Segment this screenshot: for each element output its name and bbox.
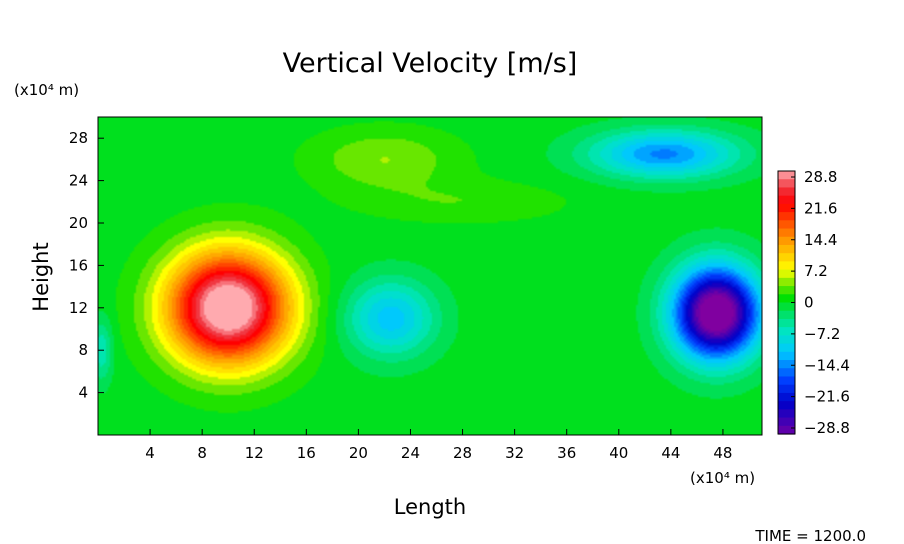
colorbar-band xyxy=(778,212,795,221)
colorbar-band xyxy=(778,327,795,336)
x-tick-label: 4 xyxy=(145,444,155,462)
colorbar-label: −28.8 xyxy=(804,419,850,437)
colorbar-band xyxy=(778,376,795,386)
colorbar-band xyxy=(778,351,795,361)
colorbar-label: −7.2 xyxy=(804,325,840,343)
x-tick-label: 40 xyxy=(609,444,628,462)
colorbar-band xyxy=(778,343,795,353)
colorbar-band xyxy=(778,236,795,246)
colorbar-band xyxy=(778,425,795,435)
colorbar-band xyxy=(778,409,795,419)
y-tick-label: 20 xyxy=(69,214,88,232)
colorbar-band xyxy=(778,171,795,180)
y-ticks: 4 8 12 16 20 24 28 xyxy=(69,129,104,402)
colorbar-band xyxy=(778,253,795,263)
colorbar-band xyxy=(778,417,795,427)
x-axis-label: Length xyxy=(394,495,466,519)
colorbar-label: 21.6 xyxy=(804,199,837,217)
colorbar-band xyxy=(778,335,795,345)
time-footer: TIME = 1200.0 xyxy=(754,527,866,544)
y-tick-label: 8 xyxy=(78,341,88,359)
x-tick-label: 24 xyxy=(401,444,420,462)
colorbar-band xyxy=(778,401,795,410)
colorbar-label: −14.4 xyxy=(804,356,850,374)
x-tick-label: 48 xyxy=(713,444,732,462)
x-tick-label: 32 xyxy=(505,444,524,462)
y-tick-label: 24 xyxy=(69,172,88,190)
colorbar-band xyxy=(778,228,795,238)
colorbar-band xyxy=(778,392,795,402)
y-tick-label: 4 xyxy=(78,384,88,402)
x-tick-label: 20 xyxy=(349,444,368,462)
colorbar-band xyxy=(778,360,795,369)
colorbar-band xyxy=(778,384,795,394)
colorbar-label: 0 xyxy=(804,294,814,312)
x-unit-label: (x10⁴ m) xyxy=(690,469,755,487)
x-tick-label: 12 xyxy=(245,444,264,462)
colorbar-band xyxy=(778,261,795,271)
colorbar-band xyxy=(778,269,795,279)
colorbar: 28.8 21.6 14.4 7.2 0 −7.2 −14.4 −21.6 −28.8 xyxy=(777,168,850,437)
colorbar-band xyxy=(778,302,795,312)
x-tick-label: 44 xyxy=(661,444,680,462)
colorbar-band xyxy=(778,220,795,230)
y-tick-label: 12 xyxy=(69,299,88,317)
colorbar-band xyxy=(778,179,795,189)
y-tick-label: 16 xyxy=(69,256,88,274)
colorbar-label: 14.4 xyxy=(804,231,837,249)
colorbar-band xyxy=(778,203,795,213)
colorbar-label: 7.2 xyxy=(804,262,828,280)
colorbar-band xyxy=(778,294,795,304)
y-axis-label: Height xyxy=(29,242,53,311)
heatmap-field xyxy=(98,117,762,435)
colorbar-band xyxy=(778,318,795,328)
x-tick-label: 28 xyxy=(453,444,472,462)
colorbar-band xyxy=(778,368,795,378)
plot-frame xyxy=(97,116,763,436)
colorbar-band xyxy=(778,244,795,254)
chart-title: Vertical Velocity [m/s] xyxy=(283,48,578,79)
colorbar-band xyxy=(778,187,795,197)
colorbar-band xyxy=(778,286,795,295)
x-ticks: 4 8 12 16 20 24 28 32 36 40 44 48 xyxy=(145,429,732,462)
y-tick-label: 28 xyxy=(69,129,88,147)
colorbar-band xyxy=(778,310,795,320)
colorbar-band xyxy=(778,277,795,287)
x-tick-label: 16 xyxy=(297,444,316,462)
colorbar-label: −21.6 xyxy=(804,388,850,406)
y-unit-label: (x10⁴ m) xyxy=(14,81,79,99)
x-tick-label: 8 xyxy=(197,444,207,462)
colorbar-band xyxy=(778,195,795,205)
x-tick-label: 36 xyxy=(557,444,576,462)
colorbar-label: 28.8 xyxy=(804,168,837,186)
